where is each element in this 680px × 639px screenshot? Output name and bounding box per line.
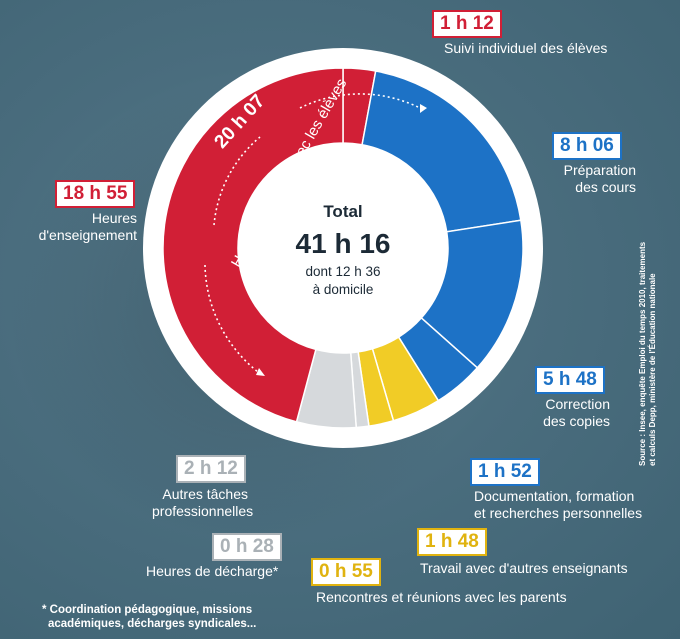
value-rencontres: 0 h 55 (311, 558, 381, 586)
center-sub1: dont 12 h 36 (305, 264, 381, 279)
value-correction: 5 h 48 (535, 366, 605, 394)
inner-arc-arrow-3 (204, 264, 259, 373)
label-travail: Travail avec d'autres enseignants (420, 560, 628, 576)
value-travail: 1 h 48 (417, 528, 487, 556)
value-preparation: 8 h 06 (552, 132, 622, 160)
arrow-head-bottom (256, 368, 265, 376)
inner-circle (238, 143, 448, 353)
value-documentation: 1 h 52 (470, 458, 540, 486)
label-decharge: Heures de décharge* (146, 563, 279, 579)
label-enseignement: Heures d'enseignement (38, 210, 137, 243)
center-title: Total (323, 202, 363, 221)
footnote-line-1: * Coordination pédagogique, missions (42, 604, 253, 616)
footnote-line-2: académiques, décharges syndicales... (48, 618, 257, 630)
source-line-2: et calculs Depp, ministère de l'Éducatio… (648, 273, 657, 466)
label-documentation: Documentation, formation et recherches pe… (474, 488, 643, 521)
label-autres: Autres tâches professionnelles (152, 486, 254, 519)
value-decharge: 0 h 28 (212, 533, 282, 561)
center-sub2: à domicile (312, 282, 374, 297)
arrow-head-top (420, 104, 427, 113)
value-enseignement: 18 h 55 (55, 180, 136, 208)
source-line-1: Source : Insee, enquête Emploi du temps … (638, 241, 647, 466)
label-suivi: Suivi individuel des élèves (444, 40, 608, 56)
label-rencontres: Rencontres et réunions avec les parents (316, 589, 567, 605)
center-total: 41 h 16 (295, 228, 391, 259)
label-preparation: Préparation des cours (563, 162, 636, 195)
value-autres: 2 h 12 (176, 455, 246, 483)
inner-arc-arrow (213, 136, 261, 226)
value-suivi: 1 h 12 (432, 10, 502, 38)
label-correction: Correction des copies (543, 396, 610, 429)
